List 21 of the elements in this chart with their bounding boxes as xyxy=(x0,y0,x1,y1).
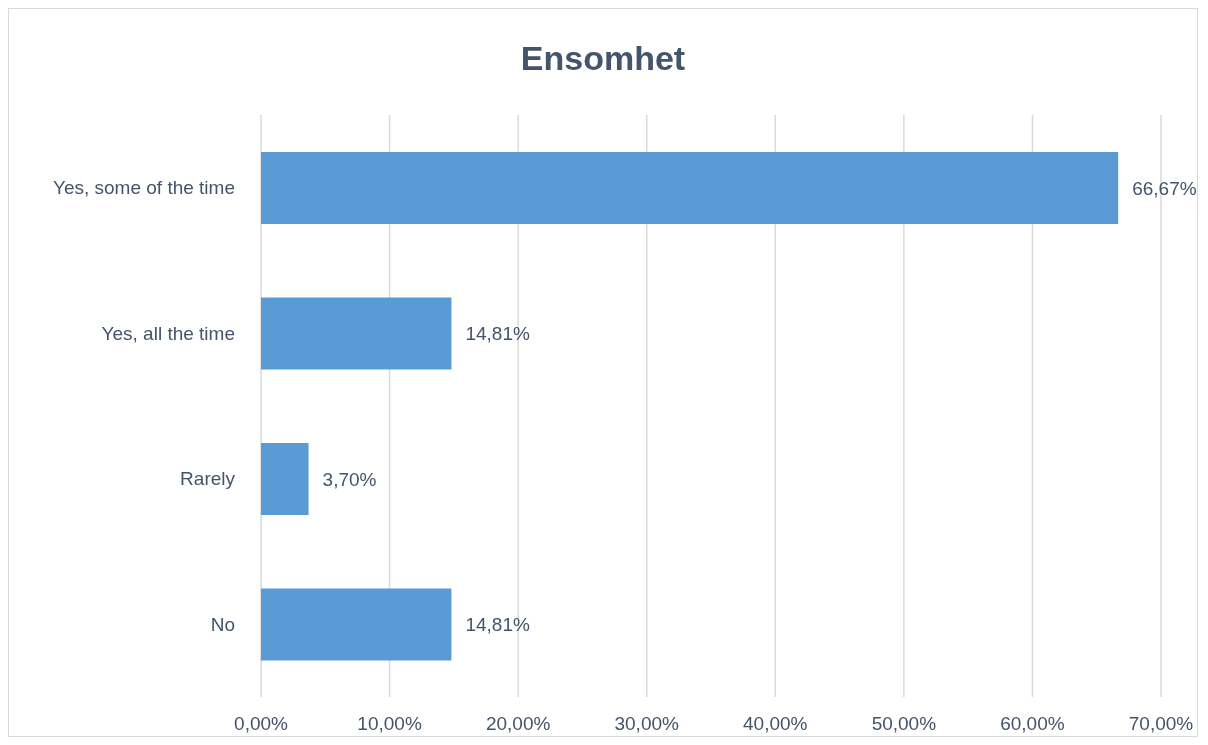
data-label: 3,70% xyxy=(322,468,377,490)
data-label: 66,67% xyxy=(1132,177,1197,199)
bar xyxy=(261,443,309,515)
bar xyxy=(261,297,452,370)
y-tick-label: Rarely xyxy=(180,468,236,490)
bar xyxy=(261,152,1119,224)
x-tick-label: 70,00% xyxy=(1128,713,1194,735)
x-tick-label: 10,00% xyxy=(357,713,422,735)
data-label: 14,81% xyxy=(465,614,530,636)
y-tick-label: Yes, all the time xyxy=(101,322,235,344)
chart-title: Ensomhet xyxy=(519,39,687,78)
x-tick-label: 20,00% xyxy=(485,713,551,735)
x-tick-label: 40,00% xyxy=(743,713,808,735)
data-label: 14,81% xyxy=(465,323,530,345)
bar xyxy=(261,588,452,661)
y-tick-label: Yes, some of the time xyxy=(52,177,235,199)
x-tick-label: 50,00% xyxy=(871,713,937,735)
y-tick-label: No xyxy=(210,613,235,635)
x-tick-label: 30,00% xyxy=(614,713,680,735)
x-tick-label: 60,00% xyxy=(1000,713,1065,735)
x-tick-label: 0,00% xyxy=(234,713,289,735)
